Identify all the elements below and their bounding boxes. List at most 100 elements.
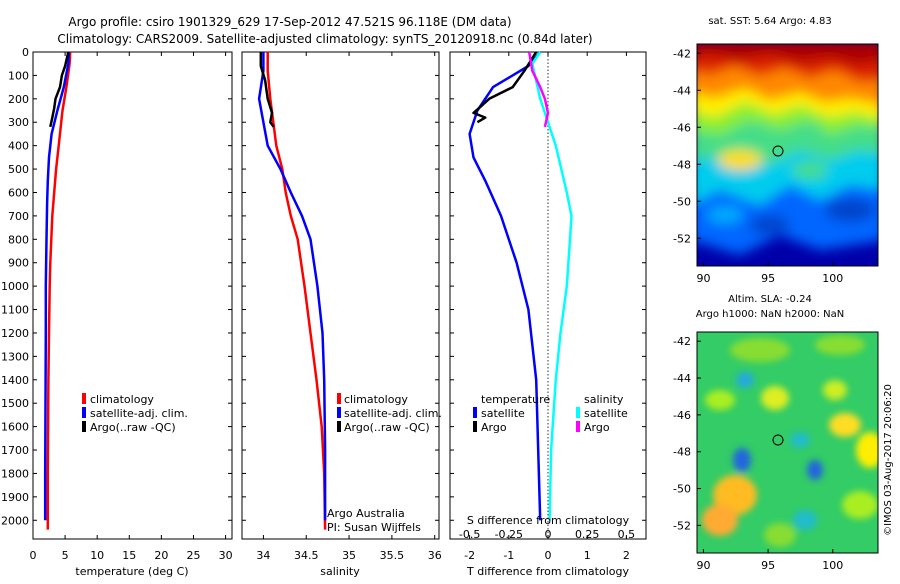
x-tick-label: 5 [62,549,69,562]
map-x-tick-label: 100 [822,272,843,285]
y-tick-label: 1400 [1,374,29,387]
y-tick-label: 800 [8,233,29,246]
y-tick-label: 200 [8,93,29,106]
series-line-temperature-satellite [468,51,542,521]
temperature-series [43,51,72,530]
sla-field [702,335,878,547]
y-tick-label: 0 [22,46,29,59]
argo-location-marker [772,145,784,157]
x2-tick-label: 0 [545,528,552,541]
sst-heatmap [697,44,878,266]
map-y-tick-label: -48 [673,158,691,171]
legend-swatch-s-satellite [576,407,580,418]
map-y-tick-label: -42 [673,47,691,60]
map-y-tick-label: -46 [673,121,691,134]
sst-map-frame [696,43,879,267]
salinity-series [257,52,327,530]
legend-swatch-climatology [82,393,86,404]
legend-swatch-s-argo [576,421,580,432]
y-tick-label: 700 [8,210,29,223]
map-y-tick-label: -52 [673,232,691,245]
map-y-tick-label: -44 [673,84,691,97]
legend-swatch-satellite [82,407,86,418]
legend-label-climatology: climatology [90,393,154,406]
sla-map-panel: Altim. SLA: -0.24 Argo h1000: NaN h2000:… [673,294,879,572]
legend-label-satellite: satellite-adj. clim. [90,407,188,420]
x-tick-label: 0 [30,549,37,562]
sla-heatmap [697,332,878,553]
y-tick-label: 1600 [1,421,29,434]
y-tick-label: 100 [8,69,29,82]
x-tick-label: 34 [256,549,270,562]
x-tick-label: 35 [342,549,356,562]
y-tick-label: 1700 [1,444,29,457]
map-y-tick-label: -46 [673,409,691,422]
legend-swatch-argo [337,421,341,432]
x-tick-label: 20 [154,549,168,562]
map-x-tick-label: 100 [822,559,843,572]
difference-axis-ticks: -2 -1 0 1 2 -0.5 -0.25 0 0.25 0.5 [450,51,646,562]
y-tick-label: 2000 [1,514,29,527]
sla-map-subtitle: Argo h1000: NaN h2000: NaN [696,309,844,320]
map-y-tick-label: -44 [673,372,691,385]
difference-legend: temperature salinity satellite Argo sate… [473,393,628,434]
y-tick-label: 1900 [1,491,29,504]
x-tick-label: 10 [90,549,104,562]
difference-top-xlabel: S difference from climatology [467,514,630,527]
y-tick-label: 1500 [1,397,29,410]
series-line-climatology [46,51,72,530]
sst-map-panel: sat. SST: 5.64 Argo: 4.83 [673,16,879,285]
difference-series [468,51,573,521]
x-tick-label: 2 [623,549,630,562]
x-tick-label: 34.5 [294,549,319,562]
x2-tick-label: -0.5 [459,528,480,541]
sla-map-frame [696,331,879,554]
y-tick-label: 900 [8,257,29,270]
legend-header-salinity: salinity [584,393,624,406]
legend-label-argo: Argo(..raw -QC) [90,421,176,434]
salinity-axis-ticks: 34 34.5 35 35.5 36 [242,51,442,562]
legend-label-satellite: satellite-adj. clim. [344,407,442,420]
series-line-satellite-adj-clim- [43,51,71,521]
map-y-tick-label: -48 [673,446,691,459]
temperature-axis-ticks: 0100200300400500600700800900100011001200… [1,46,233,562]
legend-label-s-argo: Argo [584,421,610,434]
series-line-temperature-argo [472,51,538,124]
legend-swatch-satellite [337,407,341,418]
sla-map-title: Altim. SLA: -0.24 [728,294,812,305]
legend-label-s-satellite: satellite [584,407,628,420]
x-tick-label: 36 [428,549,442,562]
map-x-tick-label: 95 [761,272,775,285]
legend-label-climatology: climatology [344,393,408,406]
map-x-tick-label: 90 [696,272,710,285]
salinity-panel: 34 34.5 35 35.5 36 salinity climatology sate… [241,51,442,578]
y-tick-label: 1200 [1,327,29,340]
legend-header-temperature: temperature [481,393,550,406]
legend-label-argo: Argo(..raw -QC) [344,421,430,434]
salinity-legend: climatology satellite-adj. clim. Argo(..… [337,393,442,434]
imos-watermark: ©IMOS 03-Aug-2017 20:06:20 [883,384,894,536]
legend-label-t-argo: Argo [481,421,507,434]
temperature-plot-frame [32,51,233,540]
series-line-salinity-argo [527,51,550,128]
x2-tick-label: 0.5 [618,528,636,541]
difference-xlabel: T difference from climatology [466,565,629,578]
x-tick-label: 35.5 [380,549,405,562]
y-tick-label: 1300 [1,350,29,363]
temperature-legend: climatology satellite-adj. clim. Argo(..… [82,393,188,434]
legend-swatch-argo [82,421,86,432]
y-tick-label: 1800 [1,467,29,480]
difference-panel: -2 -1 0 1 2 -0.5 -0.25 0 0.25 0.5 S difference fr… [449,51,647,578]
header-line2: Climatology: CARS2009. Satellite-adjuste… [57,32,592,46]
series-line-salinity-satellite [531,51,573,521]
legend-swatch-climatology [337,393,341,404]
y-tick-label: 400 [8,140,29,153]
annotation-argo-australia: Argo Australia [327,507,405,520]
sst-map-title: sat. SST: 5.64 Argo: 4.83 [708,16,831,27]
legend-label-t-satellite: satellite [481,407,525,420]
y-tick-label: 1000 [1,280,29,293]
sst-field [697,44,878,255]
temperature-xlabel: temperature (deg C) [75,565,188,578]
y-tick-label: 300 [8,116,29,129]
